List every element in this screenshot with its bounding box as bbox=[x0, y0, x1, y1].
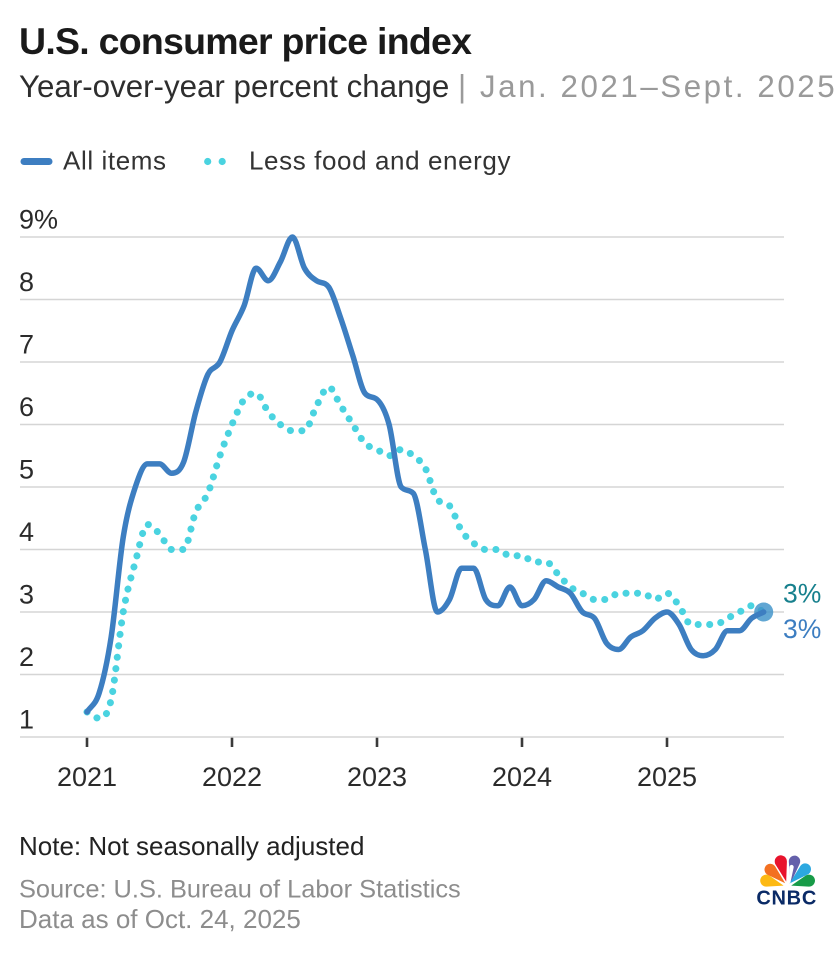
svg-text:2025: 2025 bbox=[637, 762, 697, 792]
svg-text:4: 4 bbox=[19, 517, 34, 547]
svg-text:3%: 3% bbox=[783, 579, 821, 609]
svg-text:All items: All items bbox=[63, 146, 167, 176]
svg-text:CNBC: CNBC bbox=[756, 888, 817, 910]
svg-text:Year-over-year percent change: Year-over-year percent change | Jan. 202… bbox=[19, 69, 837, 104]
svg-text:Source: U.S. Bureau of Labor S: Source: U.S. Bureau of Labor Statistics bbox=[19, 876, 461, 904]
svg-text:9%: 9% bbox=[19, 205, 58, 235]
svg-text:Less food and energy: Less food and energy bbox=[249, 146, 511, 176]
svg-text:3: 3 bbox=[19, 580, 34, 610]
svg-text:2024: 2024 bbox=[492, 762, 552, 792]
svg-text:6: 6 bbox=[19, 392, 34, 422]
svg-text:3%: 3% bbox=[783, 614, 821, 644]
svg-text:2023: 2023 bbox=[347, 762, 407, 792]
svg-text:U.S. consumer price index: U.S. consumer price index bbox=[19, 20, 472, 62]
svg-text:1: 1 bbox=[19, 705, 34, 735]
svg-text:2021: 2021 bbox=[57, 762, 117, 792]
svg-text:5: 5 bbox=[19, 455, 34, 485]
svg-text:Data as of Oct. 24, 2025: Data as of Oct. 24, 2025 bbox=[19, 904, 301, 934]
svg-text:2022: 2022 bbox=[202, 762, 262, 792]
svg-text:8: 8 bbox=[19, 267, 34, 297]
svg-text:2: 2 bbox=[19, 642, 34, 672]
svg-text:Note: Not seasonally adjusted: Note: Not seasonally adjusted bbox=[19, 831, 364, 861]
svg-text:7: 7 bbox=[19, 330, 34, 360]
